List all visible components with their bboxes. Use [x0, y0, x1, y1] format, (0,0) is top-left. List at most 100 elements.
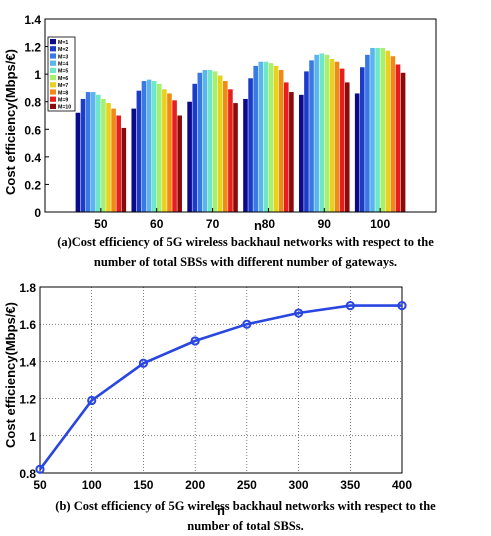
- legend-entry: M=2: [58, 47, 68, 53]
- bar: [334, 61, 340, 212]
- bar: [156, 83, 162, 213]
- bar: [395, 64, 401, 212]
- x-tick-label: 100: [82, 478, 102, 492]
- plot-frame: [39, 286, 403, 474]
- bar: [167, 93, 172, 212]
- x-tick-label: 80: [262, 217, 276, 231]
- bar: [278, 70, 284, 212]
- x-tick-label: 50: [33, 478, 47, 492]
- x-tick-label: 100: [370, 217, 390, 231]
- data-point: [138, 358, 149, 368]
- bar: [187, 101, 192, 212]
- y-tick-label: 1.2: [24, 41, 41, 55]
- legend: M=1M=2M=3 M=4M=5M=6M=7M=8 M=9M=10: [47, 36, 76, 112]
- legend-swatch: [50, 82, 56, 88]
- bar: [85, 92, 91, 212]
- x-tick-label: 60: [150, 217, 164, 231]
- bar-chart: 0 0.2 0.4 0.6 0.8 1 1.2 1.4 50 60 70 80 90 100 Cost e…: [3, 13, 437, 232]
- x-tick-label: 90: [318, 217, 332, 231]
- bar: [319, 53, 325, 212]
- bar: [258, 61, 264, 212]
- bar: [314, 54, 319, 212]
- bar: [202, 70, 208, 212]
- y-tick-label: 0.8: [24, 96, 41, 110]
- x-tick-label: 70: [206, 217, 220, 231]
- y-tick-label: 1.2: [19, 393, 36, 407]
- bar: [197, 72, 203, 212]
- bar: [136, 90, 142, 212]
- bar: [380, 47, 385, 213]
- bar: [268, 63, 274, 212]
- legend-entry: M=7: [58, 83, 68, 89]
- legend-swatch: [50, 53, 56, 59]
- bar: [228, 89, 233, 212]
- bar: [192, 83, 198, 213]
- legend-entry: M=1: [58, 40, 68, 46]
- bar: [289, 92, 294, 212]
- bar: [344, 82, 350, 213]
- y-axis-label: Cost efficiency(Mbps/€): [3, 302, 18, 448]
- bar: [375, 47, 380, 213]
- bar: [233, 103, 238, 212]
- bar-group: [75, 47, 406, 213]
- bar: [121, 127, 127, 212]
- bar: [101, 98, 106, 212]
- bar: [339, 68, 345, 212]
- x-tick-label: 300: [289, 478, 309, 492]
- bar: [131, 108, 137, 212]
- legend-entry: M=6: [58, 76, 68, 82]
- x-tick-label: 400: [392, 478, 412, 492]
- y-tick-label: 0.4: [24, 151, 41, 165]
- x-tick-label: 250: [237, 478, 257, 492]
- bar: [146, 79, 152, 213]
- legend-entry: M=9: [58, 98, 68, 104]
- y-tick-label: 0.6: [24, 123, 41, 137]
- bar: [96, 94, 101, 212]
- bar: [80, 98, 86, 212]
- legend-swatch: [50, 89, 56, 95]
- bar: [359, 67, 365, 212]
- bar: [253, 65, 258, 212]
- bar: [329, 58, 335, 212]
- data-point: [345, 300, 355, 311]
- y-tick-label: 1.6: [19, 318, 36, 332]
- bar: [324, 54, 330, 212]
- y-tick-label: 1.8: [19, 281, 36, 295]
- caption-a-line-1: (a)Cost efficiency of 5G wireless backha…: [57, 235, 434, 249]
- x-tick-label: 200: [185, 478, 205, 492]
- x-tick-label: 350: [340, 478, 360, 492]
- y-tick-label: 1: [34, 68, 41, 82]
- legend-entry: M=3: [58, 54, 68, 60]
- y-axis-label: Cost efficiency(Mbps/€): [3, 49, 18, 195]
- data-point: [397, 300, 407, 311]
- legend-entry: M=10: [58, 105, 71, 111]
- caption-b-line-1: (b) Cost efficiency of 5G wireless backh…: [55, 499, 436, 513]
- legend-swatch: [50, 60, 56, 66]
- bar: [365, 54, 370, 212]
- caption-b: (b) Cost efficiency of 5G wireless backh…: [0, 496, 491, 536]
- bar: [90, 92, 96, 212]
- x-tick-label: 50: [94, 217, 108, 231]
- data-point: [190, 336, 200, 346]
- caption-a: (a)Cost efficiency of 5G wireless backha…: [0, 232, 491, 272]
- y-tick-label: 1: [29, 430, 36, 444]
- bar: [111, 108, 116, 212]
- legend-entry: M=4: [58, 62, 68, 68]
- data-point: [87, 395, 97, 406]
- bar: [106, 103, 111, 212]
- series-line: [38, 304, 402, 471]
- caption-a-line-2: number of total SBSs with different numb…: [93, 255, 398, 269]
- plot-frame: [44, 18, 437, 213]
- bar: [151, 81, 157, 213]
- data-point: [242, 319, 252, 329]
- bar: [304, 71, 309, 212]
- y-tick-label: 0: [34, 206, 41, 220]
- legend-swatch: [50, 96, 56, 102]
- legend-swatch: [50, 103, 56, 109]
- x-axis-label: n: [254, 218, 262, 232]
- bar: [207, 70, 213, 212]
- bar: [354, 93, 360, 212]
- bar: [172, 100, 177, 212]
- legend-swatch: [50, 67, 56, 73]
- bar: [273, 65, 279, 212]
